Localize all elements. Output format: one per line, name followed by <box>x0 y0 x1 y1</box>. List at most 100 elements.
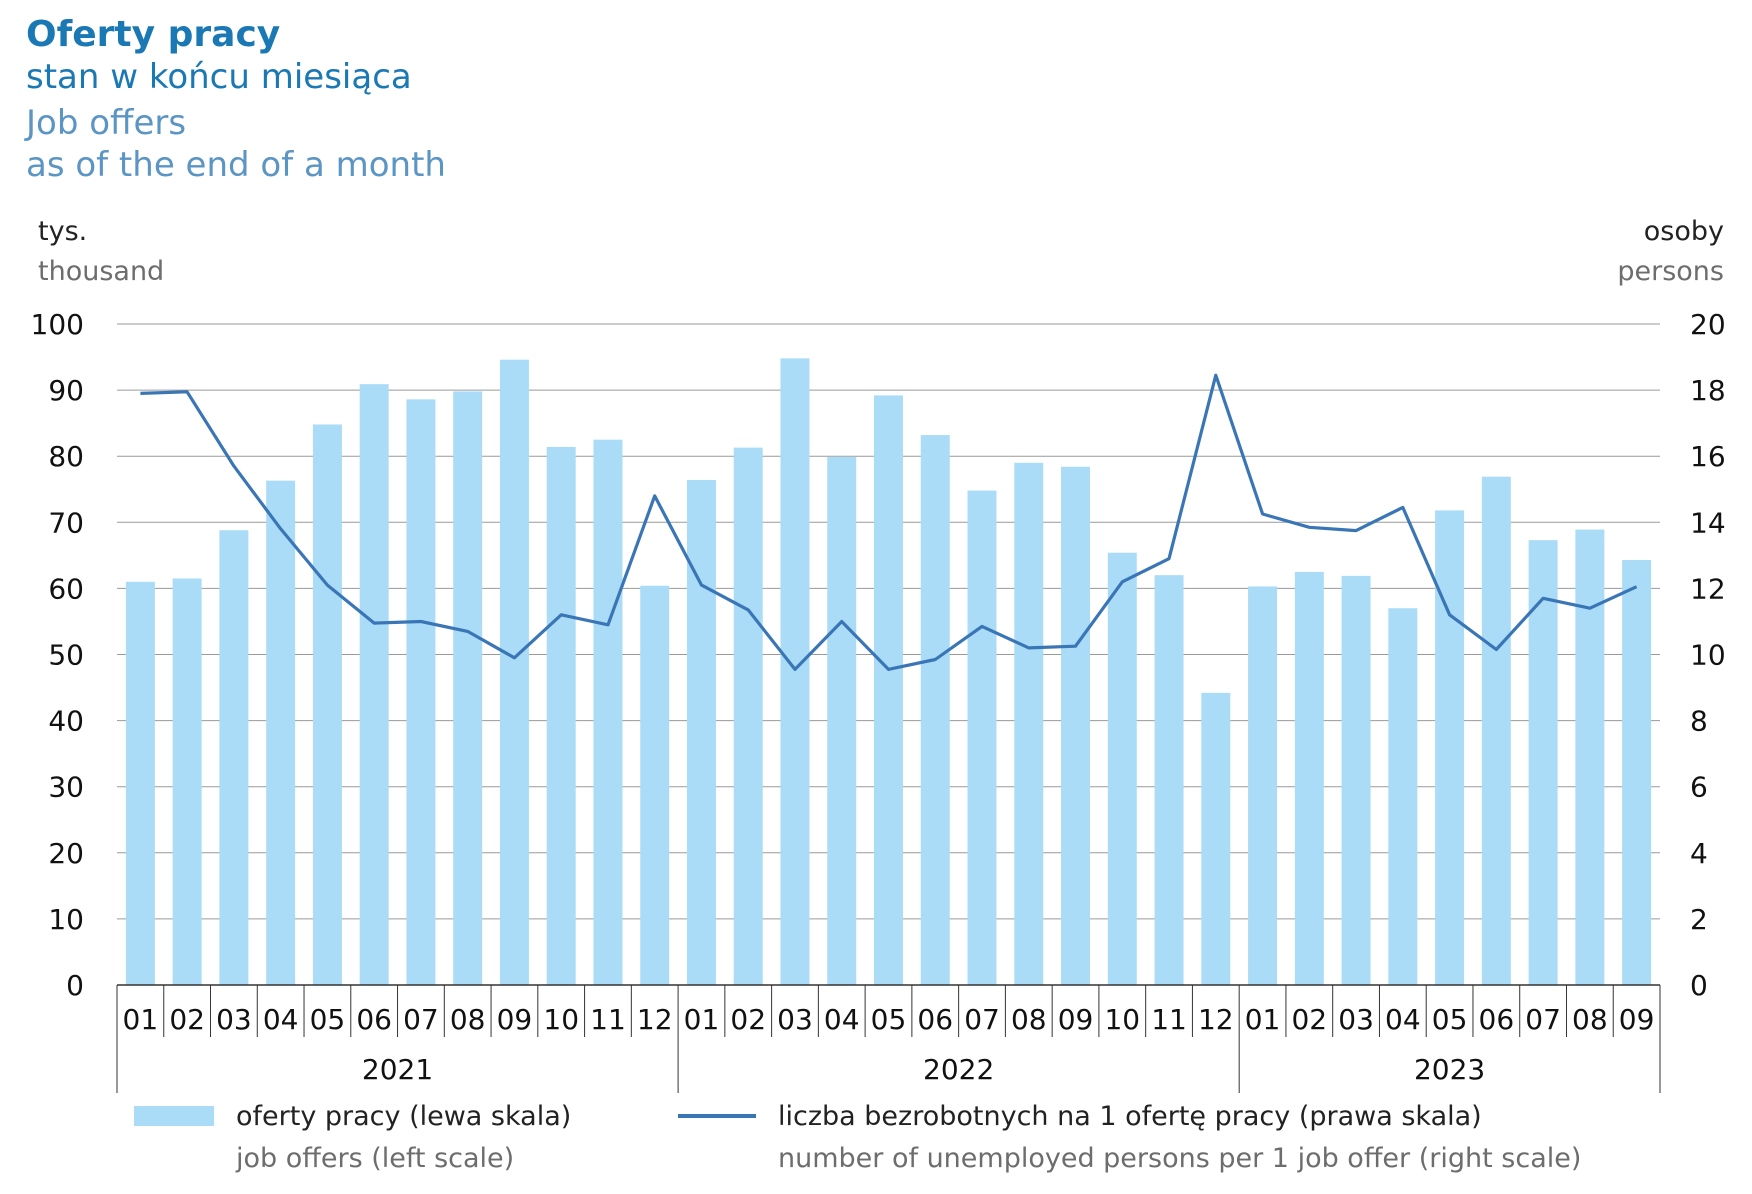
bar <box>312 424 342 985</box>
y-right-tick-label: 8 <box>1690 705 1708 738</box>
y-left-tick-label: 90 <box>48 374 84 407</box>
bar <box>546 446 576 985</box>
bar <box>1248 586 1278 985</box>
bar <box>125 581 155 985</box>
bar <box>172 578 202 985</box>
bar <box>1388 608 1418 985</box>
x-tick-label: 01 <box>1245 1003 1281 1036</box>
bar <box>499 359 529 986</box>
x-tick-label: 11 <box>1151 1003 1187 1036</box>
right-axis-unit-en: persons <box>1617 256 1724 287</box>
bar <box>359 384 389 985</box>
legend-bars-label-en: job offers (left scale) <box>236 1143 515 1174</box>
bar <box>874 395 903 985</box>
legend-line-swatch <box>678 1114 756 1118</box>
y-left-tick-label: 0 <box>66 969 84 1002</box>
x-tick-label: 01 <box>684 1003 720 1036</box>
line-series-unemployed-per-offer <box>140 373 1638 672</box>
legend-bars-text: oferty pracy (lewa skala) job offers (le… <box>236 1096 571 1180</box>
x-tick-label: 03 <box>777 1003 813 1036</box>
x-tick-label: 04 <box>263 1003 299 1036</box>
y-left-tick-label: 10 <box>48 903 84 936</box>
x-tick-label: 05 <box>1432 1003 1468 1036</box>
x-tick-label: 07 <box>403 1003 439 1036</box>
y-left-tick-label: 100 <box>31 308 84 341</box>
bar <box>1061 466 1091 985</box>
right-axis-unit-pl: osoby <box>1643 216 1724 247</box>
chart-subtitle-en: as of the end of a month <box>26 145 446 185</box>
bar <box>1622 559 1652 985</box>
right-axis-unit: osoby persons <box>1617 212 1724 292</box>
y-right-tick-label: 16 <box>1690 440 1726 473</box>
year-label: 2022 <box>923 1053 994 1086</box>
x-tick-label: 08 <box>450 1003 486 1036</box>
chart-subtitle: stan w końcu miesiąca <box>26 57 412 97</box>
x-tick-label: 03 <box>1338 1003 1374 1036</box>
x-tick-label: 02 <box>730 1003 766 1036</box>
title-block: Oferty pracy stan w końcu miesiąca Job o… <box>26 14 446 186</box>
bar <box>686 479 716 985</box>
bar <box>1014 462 1044 985</box>
bar <box>266 480 296 985</box>
y-right-tick-label: 12 <box>1690 572 1726 605</box>
x-tick-label: 04 <box>1385 1003 1421 1036</box>
bar <box>1481 476 1511 985</box>
y-right-tick-label: 18 <box>1690 374 1726 407</box>
x-tick-label: 04 <box>824 1003 860 1036</box>
x-tick-label: 05 <box>871 1003 907 1036</box>
x-tick-label: 12 <box>637 1003 673 1036</box>
bar <box>827 456 857 986</box>
bar <box>406 399 436 985</box>
y-right-tick-label: 4 <box>1690 837 1708 870</box>
x-tick-label: 12 <box>1198 1003 1234 1036</box>
x-tick-label: 05 <box>310 1003 346 1036</box>
x-tick-label: 06 <box>1479 1003 1515 1036</box>
bar <box>1435 510 1465 985</box>
bar <box>1341 575 1371 985</box>
bar <box>1528 540 1558 985</box>
x-tick-label: 02 <box>169 1003 205 1036</box>
x-tick-label: 07 <box>964 1003 1000 1036</box>
x-tick-label: 09 <box>497 1003 533 1036</box>
bar <box>1575 529 1605 985</box>
legend-line-text: liczba bezrobotnych na 1 ofertę pracy (p… <box>778 1096 1581 1180</box>
bar <box>920 435 950 986</box>
x-tick-label: 06 <box>917 1003 953 1036</box>
legend-line-label-en: number of unemployed persons per 1 job o… <box>778 1143 1582 1174</box>
y-right-tick-label: 6 <box>1690 771 1708 804</box>
chart-title: Oferty pracy <box>26 14 281 55</box>
x-tick-label: 06 <box>356 1003 392 1036</box>
x-tick-label: 01 <box>123 1003 159 1036</box>
y-right-tick-label: 0 <box>1690 969 1708 1002</box>
bar <box>733 447 763 985</box>
y-right-tick-label: 10 <box>1690 639 1726 672</box>
x-tick-label: 02 <box>1291 1003 1327 1036</box>
y-right-tick-label: 14 <box>1690 506 1726 539</box>
year-label: 2021 <box>362 1053 433 1086</box>
left-axis-unit-en: thousand <box>38 256 165 287</box>
x-tick-label: 07 <box>1525 1003 1561 1036</box>
x-tick-label: 03 <box>216 1003 252 1036</box>
bar <box>593 439 623 985</box>
bar <box>1107 552 1137 985</box>
y-left-tick-label: 70 <box>48 506 84 539</box>
y-left-tick-label: 80 <box>48 440 84 473</box>
bar <box>1154 575 1184 985</box>
y-left-tick-label: 60 <box>48 572 84 605</box>
legend-bars-label: oferty pracy (lewa skala) <box>236 1101 572 1132</box>
x-tick-label: 10 <box>1104 1003 1140 1036</box>
x-tick-label: 09 <box>1619 1003 1655 1036</box>
x-tick-label: 08 <box>1011 1003 1047 1036</box>
bar <box>640 585 670 985</box>
y-left-tick-label: 40 <box>48 705 84 738</box>
year-label: 2023 <box>1414 1053 1485 1086</box>
legend-line-label: liczba bezrobotnych na 1 ofertę pracy (p… <box>778 1101 1482 1132</box>
y-right-tick-label: 20 <box>1690 308 1726 341</box>
x-tick-label: 08 <box>1572 1003 1608 1036</box>
bar <box>967 490 997 985</box>
bar <box>453 391 483 985</box>
left-axis-unit: tys. thousand <box>38 212 164 292</box>
y-left-tick-label: 20 <box>48 837 84 870</box>
left-axis-unit-pl: tys. <box>38 216 88 247</box>
